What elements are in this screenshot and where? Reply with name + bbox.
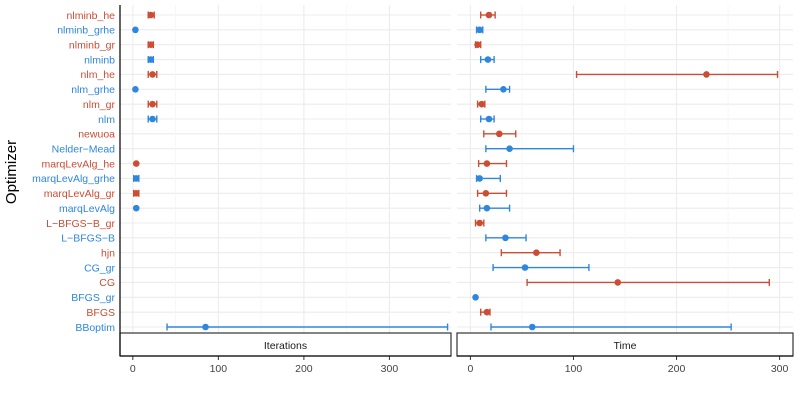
point-iterations-nlm-grhe bbox=[132, 85, 139, 93]
point-iterations-nlminb-grhe bbox=[132, 26, 139, 34]
y-label-nlm-he: nlm_he bbox=[81, 69, 116, 81]
y-label-marqlevalg-gr: marqLevAlg_gr bbox=[44, 188, 116, 200]
point-time-marqlevalg-gr bbox=[482, 189, 490, 197]
y-label-nlminb-grhe: nlminb_grhe bbox=[57, 25, 115, 37]
point-time-bfgs bbox=[483, 308, 491, 316]
y-label-nlm-grhe: nlm_grhe bbox=[71, 84, 115, 96]
x-tick-label: 200 bbox=[295, 363, 313, 375]
point-time-hjn bbox=[533, 249, 540, 257]
y-label-nelder-mead: Nelder−Mead bbox=[52, 144, 115, 156]
y-label-newuoa: newuoa bbox=[78, 129, 115, 141]
y-label-hjn: hjn bbox=[101, 248, 115, 260]
x-tick-label: 100 bbox=[565, 363, 583, 375]
y-label-bboptim: BBoptim bbox=[75, 322, 115, 334]
y-label-marqlevalg-he: marqLevAlg_he bbox=[41, 158, 115, 170]
point-time-bfgs-gr bbox=[472, 293, 479, 301]
point-iterations-marqlevalg-grhe bbox=[132, 175, 140, 182]
panel-time: Time 0 100 200 300 bbox=[456, 5, 794, 375]
y-axis-labels: BBoptim BFGS BFGS_gr CG CG_gr hjn L−BFGS−B L−BF… bbox=[32, 10, 115, 334]
point-iterations-nlminb-gr bbox=[147, 41, 155, 49]
point-iterations-marqlevalg-he bbox=[132, 160, 140, 167]
point-iterations-nlm-he bbox=[149, 71, 156, 78]
y-label-cg: CG bbox=[99, 277, 115, 289]
y-label-nlminb-he: nlminb_he bbox=[67, 10, 116, 22]
x-tick-label: 0 bbox=[130, 363, 136, 375]
y-axis-title: Optimizer bbox=[3, 140, 20, 204]
x-tick-label: 0 bbox=[467, 363, 473, 375]
point-time-marqlevalg bbox=[483, 204, 491, 212]
point-time-marqlevalg-grhe bbox=[476, 175, 483, 182]
x-tick-label: 300 bbox=[381, 363, 399, 375]
y-label-l-bfgs-b-gr: L−BFGS−B_gr bbox=[46, 218, 115, 230]
point-time-l-bfgs-b-gr bbox=[476, 219, 483, 227]
x-tick-label: 200 bbox=[668, 363, 686, 375]
point-time-nlm-he bbox=[703, 71, 710, 78]
point-time-nlm bbox=[485, 115, 493, 123]
point-iterations-marqlevalg-gr bbox=[132, 189, 140, 197]
x-tick-label: 300 bbox=[771, 363, 789, 375]
y-label-bfgs: BFGS bbox=[86, 307, 115, 319]
point-time-nlminb-he bbox=[485, 11, 493, 19]
point-iterations-bboptim bbox=[202, 323, 209, 331]
point-iterations-nlm bbox=[149, 115, 156, 123]
point-time-nlm-grhe bbox=[500, 85, 507, 93]
point-time-nlminb-gr bbox=[474, 41, 481, 49]
point-time-l-bfgs-b bbox=[502, 234, 509, 242]
point-time-nlminb bbox=[484, 56, 492, 63]
strip-label-time: Time bbox=[614, 340, 637, 352]
y-label-nlminb-gr: nlminb_gr bbox=[69, 40, 116, 52]
point-iterations-nlminb-he bbox=[147, 11, 155, 19]
point-time-bboptim bbox=[528, 323, 536, 331]
y-label-nlminb: nlminb bbox=[84, 54, 115, 66]
point-time-newuoa bbox=[495, 130, 503, 138]
y-label-cg-gr: CG_gr bbox=[84, 262, 115, 274]
point-iterations-nlminb bbox=[147, 56, 155, 63]
point-iterations-nlm-gr bbox=[149, 100, 156, 108]
y-label-l-bfgs-b: L−BFGS−B bbox=[61, 233, 115, 245]
y-label-marqlevalg-grhe: marqLevAlg_grhe bbox=[32, 173, 115, 185]
y-label-nlm-gr: nlm_gr bbox=[83, 99, 116, 111]
point-time-cg bbox=[614, 279, 622, 286]
point-iterations-marqlevalg bbox=[132, 204, 140, 212]
point-time-marqlevalg-he bbox=[483, 160, 491, 167]
point-time-nlm-gr bbox=[478, 100, 486, 108]
point-time-cg-gr bbox=[521, 264, 529, 271]
point-time-nelder-mead bbox=[506, 145, 513, 153]
y-label-bfgs-gr: BFGS_gr bbox=[71, 292, 115, 304]
y-label-nlm: nlm bbox=[98, 114, 115, 126]
point-time-nlminb-grhe bbox=[476, 26, 483, 34]
strip-label-iterations: Iterations bbox=[264, 340, 307, 352]
y-label-marqlevalg: marqLevAlg bbox=[59, 203, 115, 215]
x-tick-label: 100 bbox=[210, 363, 228, 375]
